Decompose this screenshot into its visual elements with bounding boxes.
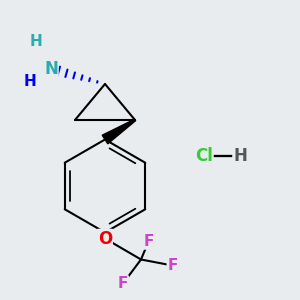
Text: H: H <box>24 74 36 88</box>
Text: H: H <box>30 34 42 50</box>
Text: H: H <box>233 147 247 165</box>
Text: F: F <box>118 276 128 291</box>
Text: F: F <box>143 234 154 249</box>
Text: F: F <box>167 258 178 273</box>
Text: O: O <box>98 230 112 247</box>
Polygon shape <box>102 119 136 144</box>
Text: N: N <box>44 60 58 78</box>
Text: Cl: Cl <box>195 147 213 165</box>
